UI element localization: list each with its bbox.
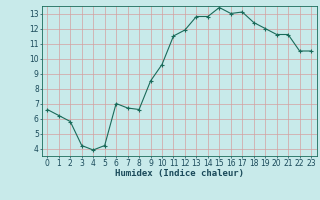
X-axis label: Humidex (Indice chaleur): Humidex (Indice chaleur)	[115, 169, 244, 178]
